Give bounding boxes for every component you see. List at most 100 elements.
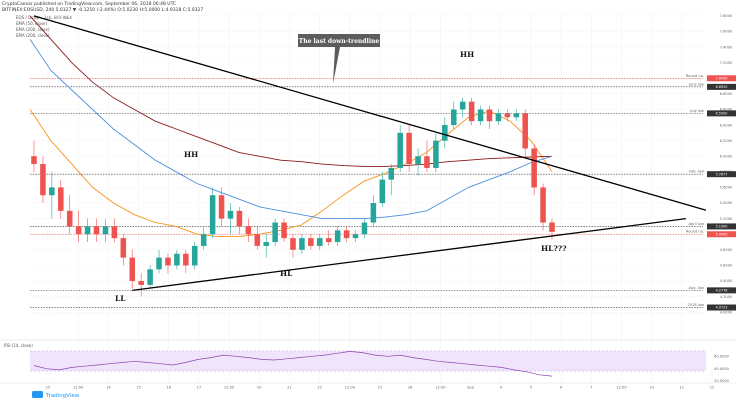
price-tick-label: 7.2000 (720, 61, 733, 65)
level-price-tag-text: 6.8920 (716, 85, 728, 89)
callout-background (298, 34, 380, 47)
price-axis: 7.8000 7.6000 7.4000 7.2000 7.0000 6.8000 6.60… (706, 8, 736, 324)
price-tick-label: 6.8000 (720, 92, 733, 96)
candle-body (459, 101, 466, 110)
candle-body (495, 113, 502, 122)
candle-body (147, 269, 153, 285)
candle-body (379, 179, 386, 204)
candle-body (334, 230, 341, 243)
candle-body (522, 113, 528, 149)
candle-body (549, 222, 555, 232)
rsi-axis: 60.0000 40.0000 20.0000 (714, 355, 730, 384)
label-hh-top: HH (460, 50, 474, 59)
time-tick-label: 12:00 (616, 386, 627, 390)
time-tick-label: 12:00 (224, 386, 235, 390)
level-price-tag-text: 4.0723 (716, 306, 728, 310)
level-label: April low (689, 222, 705, 226)
level-label: July low (689, 109, 704, 113)
candle-body (218, 195, 225, 219)
candle-body (191, 245, 198, 266)
indicator-label: EMA (50, close) (16, 21, 47, 26)
label-hl: HL (280, 269, 293, 278)
level-label: Feb. low (689, 170, 704, 174)
time-tick-label: 17 (197, 386, 202, 390)
level-price-tag (707, 75, 736, 82)
callout-text: The last down-trendline (299, 38, 380, 45)
time-tick-label: 7 (590, 386, 592, 390)
candle-body (450, 109, 457, 126)
candle-body (531, 148, 537, 188)
level-price-tag-text: 5.7677 (716, 172, 728, 176)
level-price-tag-text: 7.0000 (716, 76, 728, 80)
candle-body (397, 132, 403, 168)
time-tick-label: Sep (467, 386, 474, 390)
indicator-label: EOS / Dollar , 240, BITFINEX (16, 15, 72, 20)
candle-body (245, 226, 252, 235)
price-tick-label: 7.6000 (720, 30, 733, 34)
symbol-line: BITFINEX:EOSUSD, 240 5.0327 ▼ -0.1250 (-… (2, 7, 203, 13)
price-tick-label: 7.4000 (720, 45, 733, 49)
trendlines (33, 15, 722, 292)
candle-body (183, 253, 189, 266)
candle-body (272, 222, 278, 243)
moving-averages (29, 15, 553, 238)
candle-body (308, 238, 314, 246)
candle-body (102, 226, 109, 235)
time-tick-label: 27 (378, 386, 383, 390)
candle-body (325, 238, 332, 243)
time-tick-label: 16 (166, 386, 171, 390)
level-price-tag-text: 5.1000 (716, 225, 728, 229)
level-price-tag (707, 304, 736, 311)
candle-body (415, 156, 421, 165)
price-tick-label: 6.0000 (720, 154, 733, 158)
candle-body (40, 164, 46, 196)
price-tick-label: 5.6000 (720, 186, 733, 190)
level-label: Round no. (686, 230, 704, 234)
price-tick-label: 5.4000 (720, 201, 733, 205)
grid (30, 12, 713, 381)
label-ll: LL (115, 294, 126, 303)
candle-body (31, 156, 37, 165)
rsi-tick-label: 60.0000 (714, 355, 730, 359)
price-tick-label: 4.4000 (720, 279, 733, 283)
candle-body (156, 257, 162, 270)
time-tick-label: 28 (408, 386, 413, 390)
level-price-tag (707, 223, 736, 230)
time-tick-label: 6 (560, 386, 563, 390)
trendline (33, 15, 722, 216)
time-tick-label: 4 (500, 386, 503, 390)
price-tick-label: 5.2000 (720, 217, 733, 221)
candle-body (129, 257, 136, 282)
time-tick-label: 14 (106, 386, 111, 390)
candle-body (58, 187, 64, 211)
indicator-label: EMA (200, close) (16, 33, 50, 38)
candle-body (424, 156, 430, 168)
ema-line (29, 109, 553, 238)
rsi-label: RSI (14, close) (4, 343, 33, 348)
ema-line (29, 15, 553, 167)
tradingview-icon (32, 391, 43, 398)
candle-body (433, 140, 439, 168)
price-tick-label: 4.6000 (720, 264, 733, 268)
time-tick-label: 11 (680, 386, 685, 390)
candle-body (352, 234, 359, 239)
horizontal-levels: Round no. June low July low Feb. low April l… (30, 74, 704, 308)
price-tick-label: 4.8000 (720, 248, 733, 252)
candle-body (281, 222, 287, 239)
rsi-pane: RSI (14, close) 60.0000 40.0000 20.0000 (0, 339, 736, 384)
level-price-tag (707, 287, 736, 294)
candle-body (406, 132, 412, 165)
brand-name: TradingView (45, 393, 80, 399)
price-axis-background (706, 8, 736, 324)
level-price-tag-text: 5.0000 (716, 232, 728, 236)
candle-body (343, 230, 350, 239)
label-hl-question: HL??? (541, 244, 567, 253)
level-price-tag (707, 171, 736, 178)
level-price-tag (707, 110, 736, 117)
ema-line (29, 39, 553, 220)
level-label: Round no. (686, 74, 704, 78)
candle-body (442, 125, 448, 141)
price-tick-label: 7.8000 (720, 14, 733, 18)
